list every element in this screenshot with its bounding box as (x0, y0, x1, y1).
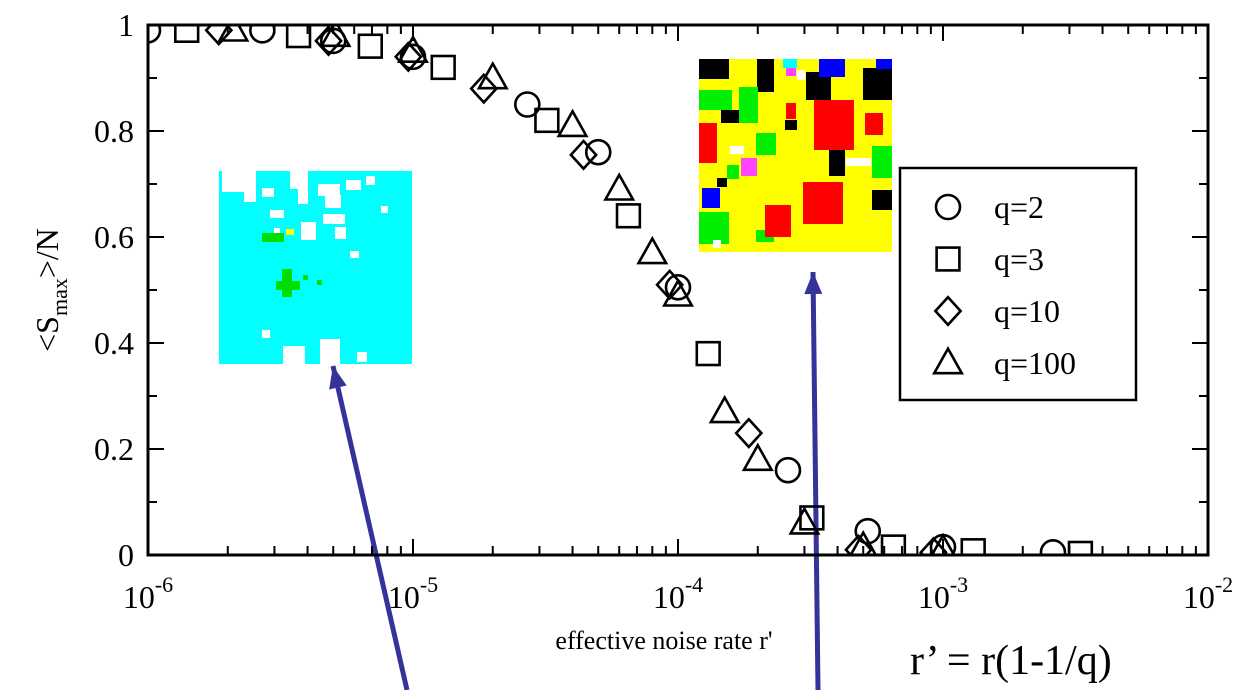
data-point-triangle (930, 532, 956, 555)
data-point-circle (664, 274, 692, 301)
pointer-arrows (329, 271, 823, 690)
y-tick-labels: 0 0.2 0.4 0.6 0.8 1 (94, 7, 134, 573)
legend-label: q=2 (994, 189, 1044, 225)
data-point-triangle (636, 235, 669, 265)
data-point-triangle (849, 529, 878, 555)
x-tick-labels: 10-6 10-5 10-4 10-3 10-2 (123, 572, 1233, 615)
data-point-circle (1039, 539, 1067, 555)
data-point-diamond (469, 72, 499, 105)
y-tick-label: 0.8 (94, 113, 134, 149)
arrow-to-high-noise-snapshot-head (804, 272, 823, 295)
axis-ticks (147, 24, 1208, 556)
legend-label: q=3 (994, 241, 1044, 277)
data-point-diamond (844, 533, 873, 555)
x-tick-label: 10-5 (388, 572, 438, 615)
legend-box (898, 166, 1138, 402)
data-point-triangle (556, 108, 589, 138)
lattice-snapshot-low-noise (219, 171, 412, 364)
data-point-square (174, 25, 200, 43)
y-tick-label: 0.6 (94, 219, 134, 255)
data-point-square (695, 340, 721, 367)
data-point-diamond (569, 139, 598, 171)
arrow-to-low-noise-snapshot-head (329, 366, 347, 390)
data-point-square (960, 538, 986, 555)
lattice-snapshot-high-noise (699, 59, 892, 252)
x-tick-label: 10-3 (918, 572, 968, 615)
data-point-square (534, 107, 560, 134)
x-tick-label: 10-2 (1183, 572, 1233, 615)
data-point-square (880, 534, 907, 555)
legend-label: q=100 (994, 345, 1076, 381)
data-point-triangle (661, 278, 695, 307)
data-point-triangle (396, 34, 430, 64)
arrow-to-low-noise-snapshot (330, 365, 410, 690)
data-point-triangle (217, 25, 250, 42)
y-tick-label: 0.2 (94, 431, 134, 467)
data-point-triangle (319, 25, 352, 48)
data-point-diamond (314, 25, 343, 57)
formula-annotation: r’ = r(1-1/q) (910, 638, 1112, 684)
y-tick-label: 0 (118, 537, 134, 573)
data-point-triangle (603, 172, 636, 201)
data-point-triangle (788, 506, 821, 535)
data-point-triangle (476, 60, 509, 90)
x-tick-label: 10-6 (123, 572, 173, 615)
data-points (148, 25, 1094, 555)
y-tick-label: 1 (118, 7, 134, 43)
data-point-circle (148, 25, 162, 44)
arrow-to-high-noise-snapshot (810, 271, 821, 690)
legend-marker-square (935, 246, 961, 272)
y-tick-label: 0.4 (94, 325, 134, 361)
legend-marker-circle (934, 193, 962, 221)
series-q=100 (217, 25, 956, 555)
data-point-square (615, 203, 642, 229)
data-point-square (1067, 540, 1094, 555)
data-point-square (430, 54, 456, 81)
data-point-square (357, 33, 383, 59)
legend-marker-diamond (933, 295, 963, 327)
legend: q=2 q=3 q=10 q=100 (898, 166, 1138, 402)
data-point-diamond (734, 417, 764, 449)
y-axis-label: <Smax>/N (29, 228, 72, 352)
legend-label: q=10 (994, 293, 1060, 329)
data-point-triangle (741, 442, 774, 472)
legend-marker-triangle (931, 345, 965, 375)
data-point-diamond (393, 41, 423, 73)
x-tick-label: 10-4 (653, 572, 703, 615)
data-point-circle (249, 25, 276, 44)
data-point-circle (584, 138, 612, 166)
data-point-circle (514, 91, 541, 118)
series-q=3 (174, 25, 1094, 555)
x-axis-label: effective noise rate r' (555, 626, 772, 655)
data-point-triangle (708, 394, 741, 424)
data-point-circle (774, 456, 802, 484)
data-point-square (285, 25, 312, 49)
data-point-diamond (919, 536, 948, 555)
